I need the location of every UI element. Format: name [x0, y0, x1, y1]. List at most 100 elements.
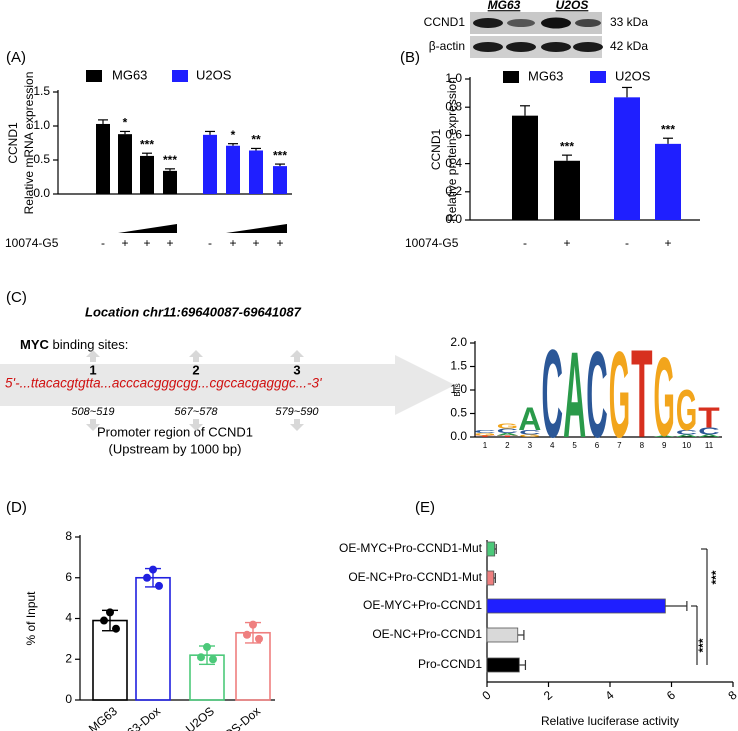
- site-number: 2: [192, 362, 199, 377]
- y-axis-label: Bits: [453, 383, 462, 396]
- data-point: [112, 624, 120, 633]
- data-point: [249, 620, 257, 629]
- dose-wedge: [226, 224, 287, 233]
- y-axis-label: % of Input: [24, 591, 38, 646]
- significance: ***: [709, 570, 723, 584]
- data-point: [203, 643, 211, 652]
- sequence: 5'-...ttacacgtgtta...acccacgggcgg...cgcc…: [5, 376, 322, 391]
- y-tick-label: 0: [65, 692, 72, 706]
- panel-label: (A): [6, 49, 26, 66]
- band: [575, 19, 601, 27]
- legend-label: MG63: [528, 68, 563, 83]
- treatment-label: -: [101, 236, 105, 250]
- site-down-arrow: [189, 419, 203, 431]
- panel-label: (B): [400, 49, 420, 66]
- treatment-label: +: [563, 236, 570, 250]
- site-number: 1: [89, 362, 96, 377]
- category-label: Pro-CCND1: [418, 657, 482, 671]
- logo-letter: C: [497, 428, 518, 435]
- panel-label: (E): [415, 499, 435, 516]
- treatment-label: +: [121, 236, 128, 250]
- data-point: [209, 655, 217, 664]
- bar: [92, 619, 128, 701]
- logo-letter: A: [675, 434, 698, 438]
- y-tick-label: 2: [65, 651, 72, 665]
- y-tick-label: 1.0: [33, 118, 50, 132]
- data-point: [100, 616, 108, 625]
- blot-size: 33 kDa: [610, 15, 648, 29]
- legend-swatch: [172, 70, 188, 82]
- site-arrow: [189, 350, 203, 362]
- x-tick-label: 0: [479, 688, 493, 703]
- logo-letter: A: [653, 435, 676, 437]
- bar: [655, 143, 681, 220]
- x-tick-label: 11: [705, 441, 714, 450]
- bar: [226, 145, 240, 194]
- logo-letter: G: [519, 434, 540, 438]
- x-tick-label: 5: [572, 441, 577, 450]
- y-axis-label: CCND1: [429, 129, 443, 171]
- bar: [273, 166, 287, 194]
- bar: [614, 97, 640, 220]
- y-tick-label: 0.6: [445, 128, 462, 142]
- logo-letter: A: [518, 401, 541, 437]
- bar: [118, 134, 132, 194]
- logo-letter: G: [676, 378, 697, 443]
- blot-cell-line: MG63: [488, 0, 521, 12]
- data-point: [255, 634, 263, 643]
- blot-protein: CCND1: [424, 15, 466, 29]
- category-label: OE-MYC+Pro-CCND1: [363, 598, 482, 612]
- logo-letter: C: [676, 429, 697, 436]
- x-tick-label: 8: [640, 441, 645, 450]
- data-point: [106, 608, 114, 617]
- significance: ***: [163, 153, 177, 167]
- x-tick-label: U2OS-Dox: [210, 704, 263, 731]
- legend-label: U2OS: [615, 68, 651, 83]
- significance: *: [231, 128, 236, 142]
- treatment-label: -: [625, 236, 629, 250]
- blot-cell-line: U2OS: [556, 0, 589, 12]
- legend-swatch: [503, 71, 519, 83]
- significance: ***: [560, 139, 574, 153]
- x-tick-label: MG63-Dox: [110, 704, 163, 731]
- site-arrow: [290, 350, 304, 362]
- logo-letter: T: [698, 401, 720, 433]
- treatment-label: +: [166, 236, 173, 250]
- bar: [486, 627, 519, 643]
- legend-label: U2OS: [196, 67, 232, 82]
- band: [506, 42, 536, 52]
- y-tick-label: 1.0: [450, 382, 467, 396]
- x-tick-label: 4: [602, 688, 616, 703]
- data-point: [197, 653, 205, 662]
- logo-letter: C: [586, 326, 607, 463]
- x-tick-label: 6: [595, 441, 600, 450]
- legend-swatch: [86, 70, 102, 82]
- x-tick-label: 3: [528, 441, 533, 450]
- band: [473, 42, 503, 52]
- x-tick-label: 1: [483, 441, 488, 450]
- x-tick-label: 4: [550, 441, 555, 450]
- upstream: (Upstream by 1000 bp): [109, 441, 242, 456]
- band: [473, 18, 503, 28]
- logo-letter: C: [474, 429, 495, 434]
- category-label: OE-NC+Pro-CCND1: [372, 627, 482, 641]
- blot-strip: [470, 12, 602, 34]
- y-tick-label: 1.0: [445, 71, 462, 85]
- y-tick-label: 0.8: [445, 99, 462, 113]
- logo-letter: G: [654, 335, 675, 460]
- bar: [203, 134, 217, 194]
- logo-letter: C: [541, 324, 562, 464]
- x-tick-label: 8: [725, 688, 738, 703]
- treatment-label: +: [229, 236, 236, 250]
- significance: **: [251, 133, 261, 147]
- treatment-label: +: [276, 236, 283, 250]
- logo-letter: G: [497, 422, 518, 430]
- data-point: [143, 573, 151, 582]
- y-axis-label: Relative mRNA expression: [22, 72, 36, 215]
- promoter-diagram: Location chr11:69640087-69641087 MYC bin…: [0, 304, 455, 456]
- bar: [486, 657, 520, 673]
- x-tick-label: 7: [617, 441, 622, 450]
- panel-label: (C): [6, 289, 27, 306]
- logo-letter: C: [519, 429, 540, 436]
